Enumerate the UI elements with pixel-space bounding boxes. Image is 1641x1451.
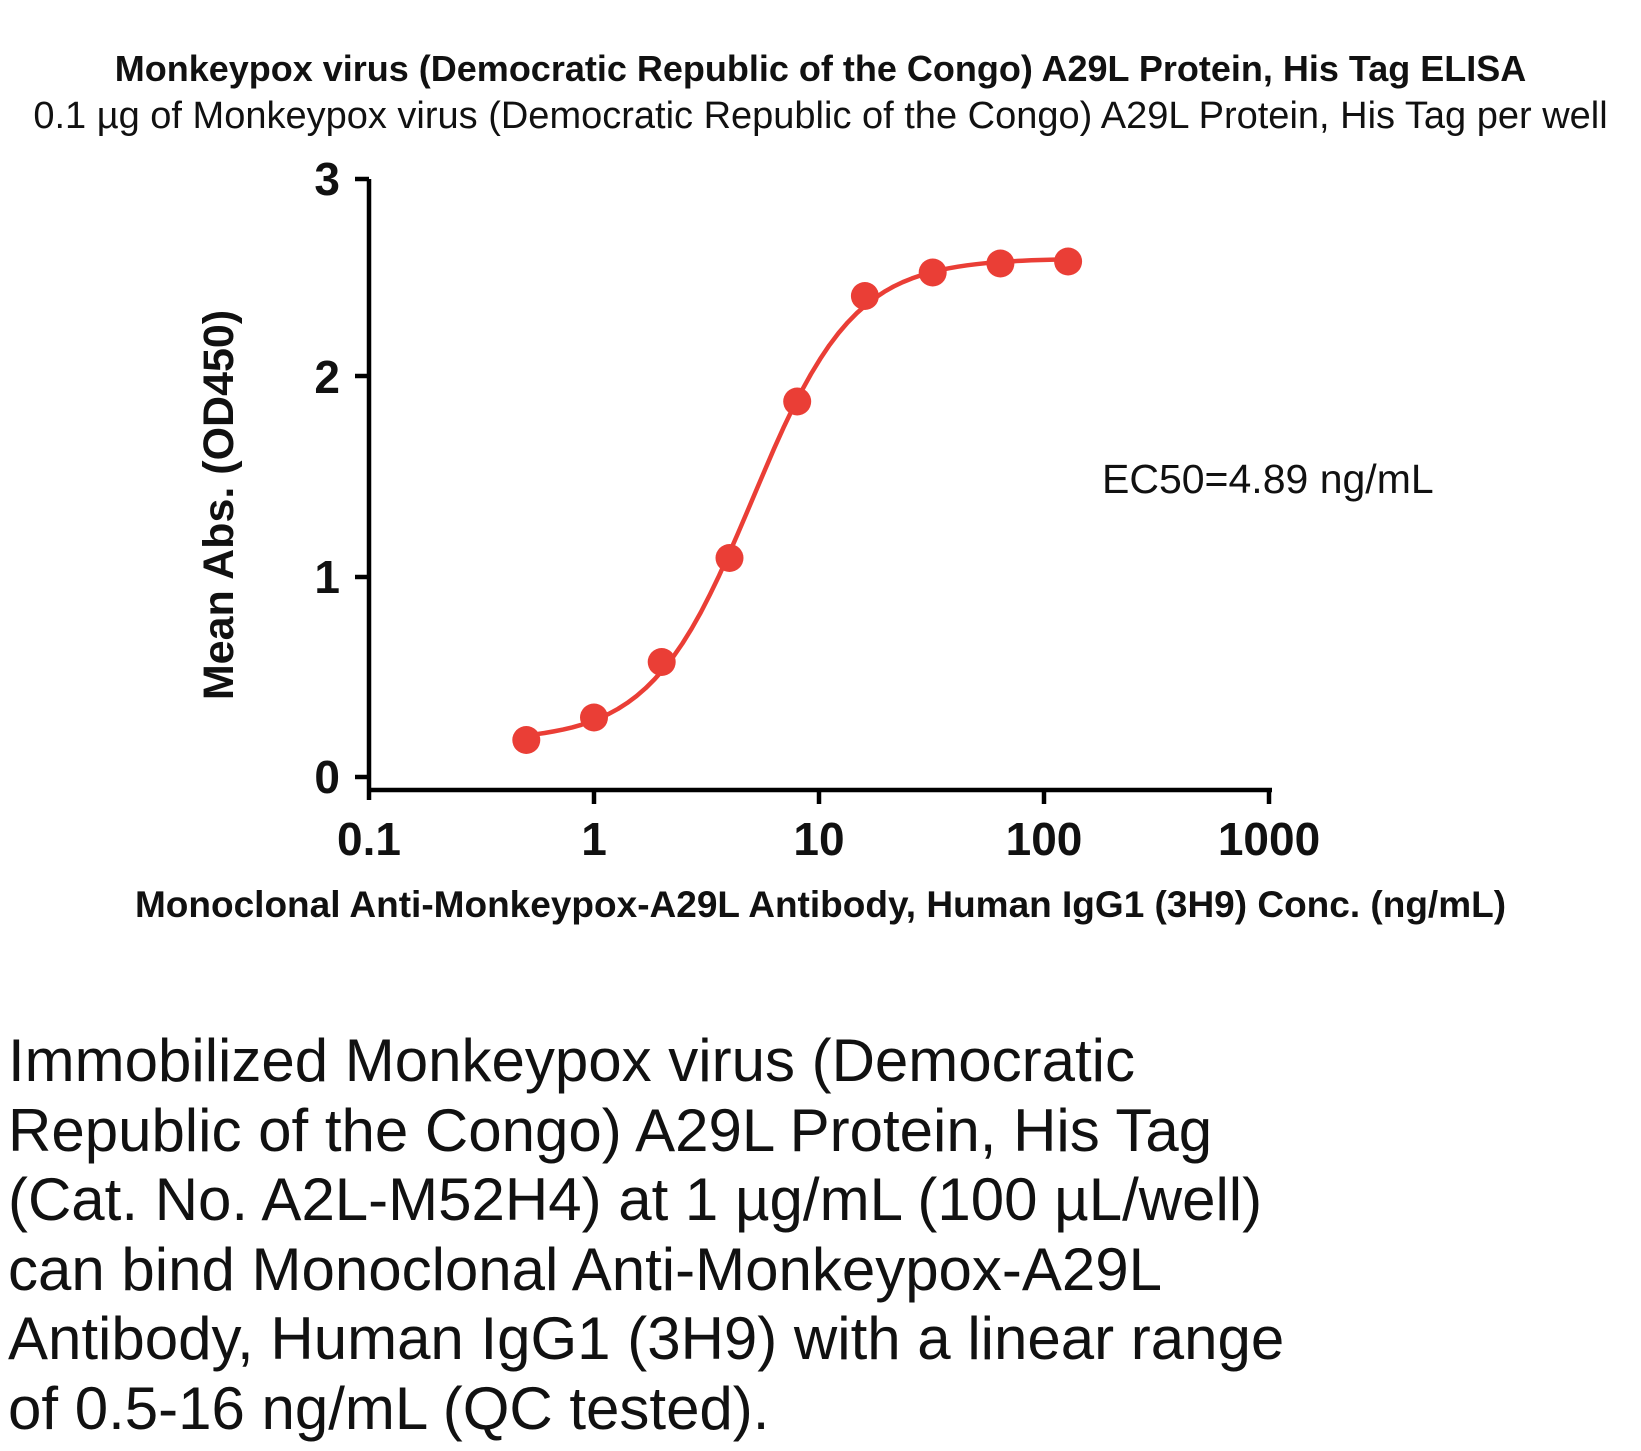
svg-text:10: 10 [793, 813, 844, 865]
svg-text:1: 1 [314, 551, 340, 603]
svg-text:3: 3 [314, 153, 340, 205]
svg-text:0.1: 0.1 [337, 813, 401, 865]
svg-text:1000: 1000 [1218, 813, 1320, 865]
svg-text:100: 100 [1006, 813, 1083, 865]
svg-text:0: 0 [314, 751, 340, 803]
svg-text:Mean Abs. (OD450): Mean Abs. (OD450) [195, 310, 243, 700]
svg-text:1: 1 [581, 813, 607, 865]
svg-text:2: 2 [314, 351, 340, 403]
svg-text:EC50=4.89 ng/mL: EC50=4.89 ng/mL [1102, 456, 1434, 502]
